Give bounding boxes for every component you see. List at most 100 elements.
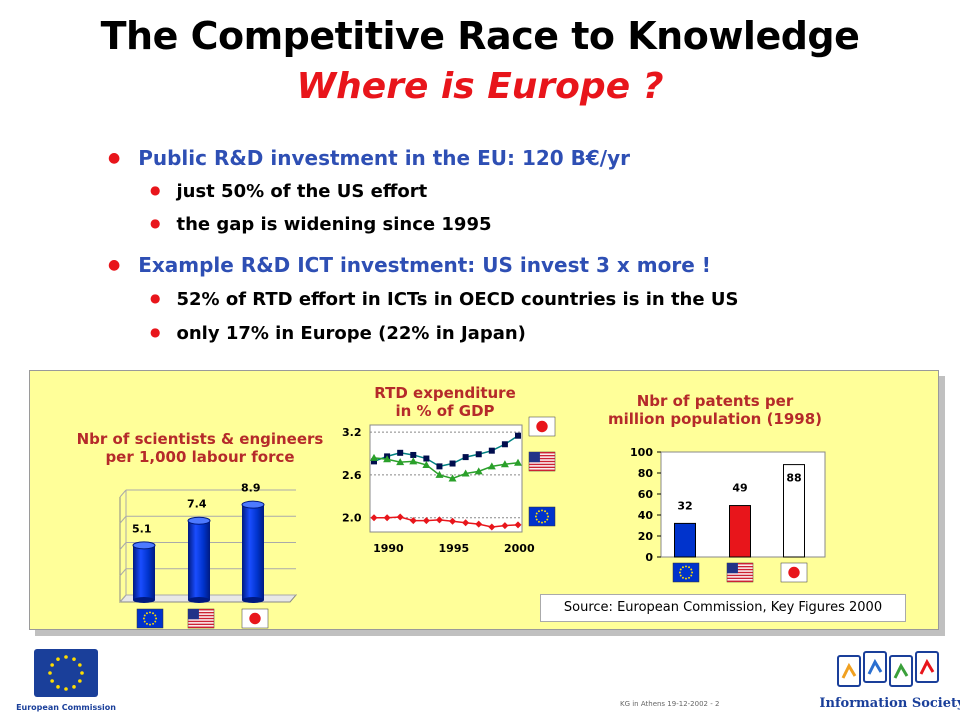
flags — [136, 416, 808, 629]
bullet-dot-icon: ● — [108, 150, 121, 166]
japan-flag-icon — [528, 416, 556, 437]
us-flag-stripe — [188, 609, 214, 611]
bullet-2: ● Example R&D ICT investment: US invest 3… — [108, 253, 711, 277]
eu-flag-star — [152, 622, 154, 625]
bullet-dot-icon: ● — [108, 257, 121, 273]
logos: European Commission Information Society — [16, 649, 960, 712]
eu-flag-star — [538, 520, 540, 523]
chart-2-plot-area — [369, 424, 523, 533]
ec-logo-star — [64, 687, 68, 691]
sub-bullet-text: 52% of RTD effort in ICTs in OECD countr… — [176, 289, 739, 310]
chart-3-value-label: 88 — [786, 472, 801, 485]
is-logo-tile — [915, 651, 939, 683]
bullet-2-text: Example R&D ICT investment: US invest 3 … — [138, 253, 711, 277]
ec-logo-text: European Commission — [16, 703, 116, 712]
eu-flag-star — [535, 512, 538, 515]
chart-2-point — [475, 451, 482, 458]
japan-flag-icon — [241, 608, 269, 629]
is-logo-mark — [893, 662, 909, 679]
is-logo-text: Information Society — [819, 696, 960, 711]
slide-title: The Competitive Race to Knowledge — [100, 14, 860, 58]
chart-1-bar-base — [242, 597, 264, 603]
us-flag-icon — [187, 608, 215, 629]
chart-2-x-tick: 1995 — [439, 542, 470, 555]
ec-logo-star — [78, 679, 82, 683]
chart-3-y-tick: 0 — [645, 551, 653, 564]
ec-logo-star — [78, 663, 82, 667]
chart-1-gridline — [119, 515, 127, 524]
chart-1-value-label: 8.9 — [241, 482, 261, 495]
chart-3-value-label: 32 — [677, 499, 692, 512]
chart-3-y-tick: 100 — [630, 446, 653, 459]
sub-bullet-1-1: ● just 50% of the US effort — [150, 181, 427, 202]
us-flag-stripe — [529, 466, 555, 469]
slide-subtitle: Where is Europe ? — [296, 66, 664, 107]
chart-3-y-tick: 40 — [638, 509, 654, 522]
us-flag-stripe — [727, 577, 753, 580]
japan-flag-disc — [536, 420, 548, 433]
eu-flag-icon — [136, 608, 164, 629]
chart-1-value-label: 5.1 — [132, 522, 152, 535]
sub-bullet-2-1: ● 52% of RTD effort in ICTs in OECD count… — [150, 289, 738, 310]
us-flag-stripe — [188, 617, 214, 620]
eu-flag-star — [146, 622, 148, 625]
chart-1: 5.1 7.4 8.9 — [118, 482, 298, 603]
eu-flag-star — [149, 623, 151, 626]
bullet-1-text: Public R&D investment in the EU: 120 B€/… — [138, 146, 631, 170]
us-flag-stripe — [188, 611, 214, 614]
us-flag-stripe — [727, 574, 753, 577]
eu-flag-star — [535, 518, 538, 521]
chart-3: 0 20 40 60 80 100 32 49 88 — [630, 446, 826, 564]
chart-2-y-tick: 3.2 — [342, 426, 362, 439]
eu-flag-star — [690, 568, 693, 571]
chart-2-y-tick: 2.6 — [342, 469, 362, 482]
chart-2-point — [423, 455, 430, 462]
ec-logo-star — [80, 671, 84, 675]
eu-flag-star — [142, 617, 145, 620]
us-flag-stripe — [529, 457, 555, 460]
us-flag-stripe — [727, 563, 753, 565]
chart-2-point — [501, 441, 508, 448]
is-logo-mark — [919, 658, 935, 675]
eu-flag-field — [136, 608, 164, 629]
us-flag-stripe — [529, 460, 555, 463]
chart-3-value-label: 49 — [732, 482, 747, 495]
chart-2-title: RTD expenditure in % of GDP — [374, 384, 516, 420]
chart-2-point — [371, 458, 377, 465]
us-flag-canton — [727, 563, 738, 574]
eu-flag-star — [678, 571, 681, 574]
eu-flag-icon — [672, 562, 700, 583]
eu-flag-star — [143, 614, 146, 617]
chart-2-point — [422, 460, 431, 468]
us-flag-stripe — [529, 469, 555, 471]
chart-2-point — [488, 447, 495, 454]
us-flag-icon — [726, 562, 754, 583]
ec-logo-star — [56, 685, 60, 689]
chart-2-point — [475, 520, 483, 528]
chart-2-point — [370, 514, 378, 522]
chart-1-bar-US — [188, 520, 210, 600]
chart-2-point — [449, 460, 456, 467]
chart-1-gridline — [119, 568, 127, 577]
chart-3-title: Nbr of patents per million population (19… — [607, 392, 823, 428]
chart-2-point — [370, 453, 378, 461]
information-society-logo: Information Society — [819, 651, 960, 711]
chart-1-bar-Japan — [242, 504, 264, 600]
is-logo-mark — [841, 662, 857, 679]
eu-flag-field — [672, 562, 700, 583]
chart-1-title: Nbr of scientists & engineers per 1,000 l… — [76, 430, 324, 466]
chart-1-bar-top — [132, 541, 156, 550]
chart-3-y-tick: 80 — [638, 467, 654, 480]
chart-3-bar-US — [729, 505, 751, 558]
eu-flag-star — [546, 518, 549, 521]
eu-flag-star — [688, 566, 690, 569]
chart-2-point — [501, 522, 509, 530]
footer-text: KG in Athens 19-12-2002 - 2 — [620, 700, 720, 708]
chart-2-point — [474, 467, 483, 475]
eu-flag-star — [691, 571, 694, 574]
chart-2-point — [383, 455, 392, 463]
eu-flag-star — [547, 515, 550, 518]
chart-2-point — [396, 458, 405, 466]
eu-flag-star — [155, 617, 158, 620]
